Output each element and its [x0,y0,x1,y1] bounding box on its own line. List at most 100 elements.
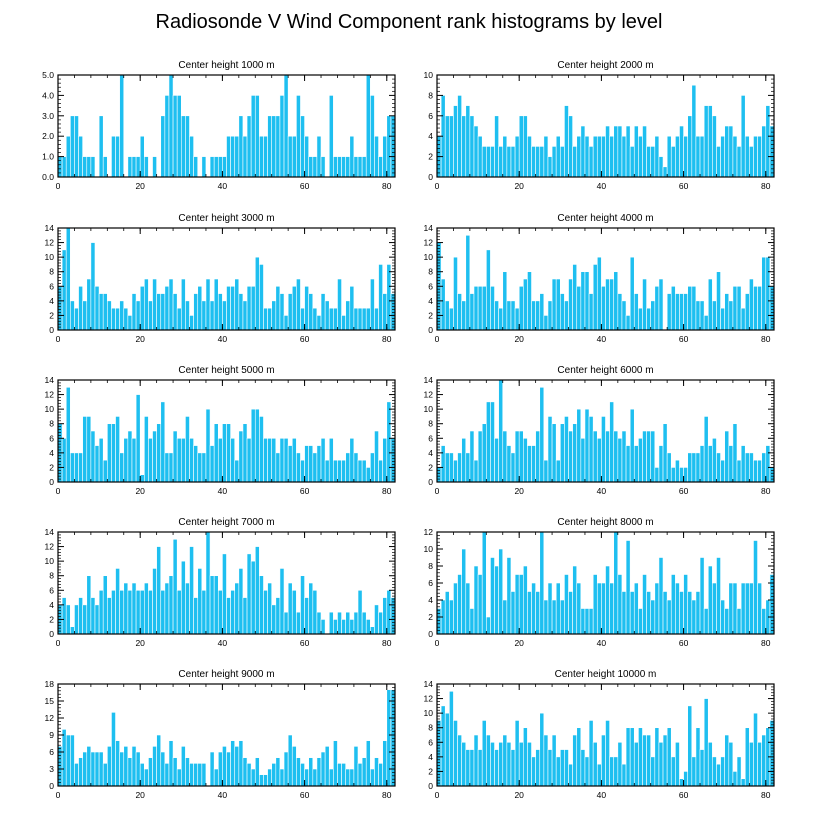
x-tick-label: 60 [679,181,689,191]
x-tick-label: 80 [382,486,392,496]
histogram-bar [259,135,264,178]
histogram-bar [638,135,643,178]
y-tick-label: 14 [45,223,55,233]
histogram-bar [469,608,475,635]
y-tick-label: 1.0 [42,152,54,162]
histogram-bar [695,452,701,483]
histogram-bar [291,746,297,787]
histogram-bar [749,741,754,787]
x-tick-label: 60 [300,486,310,496]
histogram-bar [123,582,129,635]
histogram-bar [572,264,578,331]
histogram-bar [469,430,475,483]
y-tick-label: 12 [424,390,434,400]
y-tick-label: 12 [45,238,55,248]
histogram-bar [613,531,619,635]
y-tick-label: 10 [45,252,55,262]
histogram-bar [226,285,231,331]
histogram-bar [683,467,688,483]
x-tick-label: 40 [597,638,607,648]
histogram-bar [498,307,504,331]
histogram-bar [642,125,647,178]
histogram-bar [633,293,639,331]
y-tick-label: 8 [428,267,433,277]
histogram-bar [287,445,293,483]
histogram-bar [494,437,499,483]
histogram-bar [576,727,582,787]
histogram-bar [629,256,635,331]
histogram-bar [679,293,684,331]
histogram-bar [650,599,656,635]
histogram-bar [102,459,108,483]
histogram-bar [316,757,322,787]
histogram-bar [646,430,652,483]
histogram-bar [539,531,545,635]
histogram-bar [744,582,750,635]
histogram-bar [753,285,758,331]
histogram-bar [757,582,762,635]
histogram-bar [716,146,721,178]
histogram-bar [691,285,697,331]
x-tick-label: 0 [435,334,440,344]
histogram-bar [139,135,145,178]
y-tick-label: 4 [428,752,433,762]
histogram-bar [749,452,754,483]
histogram-bar [716,557,721,635]
histogram-bar [111,712,116,787]
histogram-bar [753,540,758,635]
histogram-bar [551,278,557,331]
histogram-bar [646,591,652,635]
histogram-bar [267,437,273,483]
histogram-bar [324,300,330,331]
histogram-bar [86,156,92,178]
histogram-bar [510,452,516,483]
histogram-bar [642,430,647,483]
histogram-bar [699,300,705,331]
histogram-bar [481,423,487,483]
histogram-bar [506,300,512,331]
histogram-bar [333,459,338,483]
histogram-bar [724,125,730,178]
histogram-bar [744,135,750,178]
histogram-bar [65,135,71,178]
histogram-bar [370,626,375,635]
histogram-bar [449,690,454,787]
histogram-bar [127,156,133,178]
histogram-bar [465,105,471,178]
histogram-bar [712,115,717,178]
histogram-bar [481,146,487,178]
histogram-bar [744,452,750,483]
histogram-bar [486,249,491,331]
y-tick-label: 8 [49,571,54,581]
histogram-bar [465,582,471,635]
histogram-bar [250,560,256,635]
histogram-bar [687,285,693,331]
histogram-bar [633,582,639,635]
histogram-bar [337,278,342,331]
x-tick-label: 40 [597,486,607,496]
histogram-bar [267,115,273,178]
histogram-bar [341,763,346,787]
plot-frame [436,74,775,178]
histogram-bar [82,300,88,331]
histogram-bar [312,768,318,787]
histogram-bar [107,746,112,787]
histogram-bar [279,293,285,331]
histogram-bar [457,293,462,331]
y-tick-label: 8 [428,90,433,100]
histogram-bar [357,589,363,635]
histogram-bar [94,751,100,787]
y-tick-label: 6 [49,585,54,595]
histogram-bar [345,611,351,635]
histogram-bar [543,315,549,331]
histogram-bar [461,300,467,331]
histogram-bar [180,746,186,787]
plot-frame [57,227,396,331]
histogram-bar [510,591,516,635]
histogram-bar [596,582,602,635]
histogram-bar [638,727,643,787]
histogram-bar [679,467,684,483]
histogram-bar [287,293,293,331]
histogram-bar [296,757,301,787]
histogram-bar [254,256,260,331]
